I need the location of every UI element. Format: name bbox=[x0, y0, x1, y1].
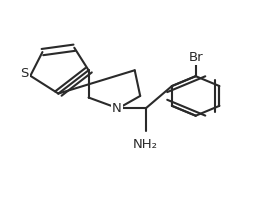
Text: NH₂: NH₂ bbox=[133, 138, 158, 151]
Text: N: N bbox=[112, 102, 122, 115]
Text: Br: Br bbox=[189, 51, 203, 63]
Text: S: S bbox=[20, 67, 28, 80]
